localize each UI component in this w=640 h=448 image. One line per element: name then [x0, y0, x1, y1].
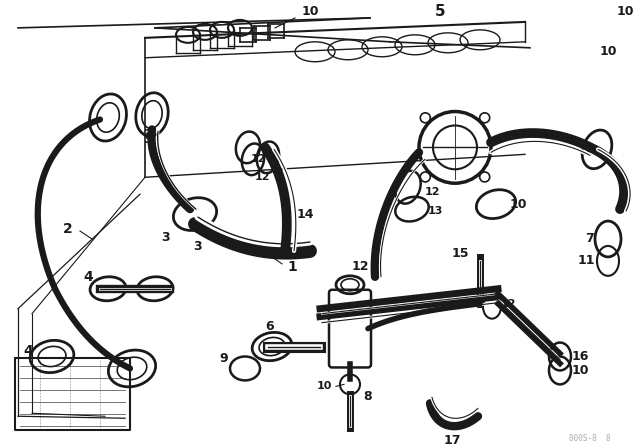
Text: 10: 10 — [509, 198, 527, 211]
Text: 3: 3 — [144, 133, 152, 146]
Text: 7: 7 — [586, 233, 595, 246]
Text: 3: 3 — [144, 128, 152, 141]
Text: 16: 16 — [572, 350, 589, 363]
Text: 12: 12 — [500, 299, 516, 309]
Text: 3: 3 — [161, 231, 170, 244]
Text: 12: 12 — [254, 172, 269, 182]
Text: 15: 15 — [451, 247, 468, 260]
Text: 9: 9 — [220, 352, 228, 365]
Text: 2: 2 — [63, 222, 73, 236]
Text: 12: 12 — [250, 154, 266, 164]
Text: 13: 13 — [428, 206, 443, 216]
Text: 8: 8 — [364, 390, 372, 403]
Text: 17: 17 — [444, 434, 461, 447]
Text: 14: 14 — [296, 207, 314, 220]
Text: 4: 4 — [83, 270, 93, 284]
Text: 3: 3 — [194, 241, 202, 254]
Text: 1: 1 — [287, 260, 297, 274]
Text: 6: 6 — [266, 320, 275, 333]
Text: 12: 12 — [424, 187, 440, 197]
Text: 12: 12 — [351, 260, 369, 273]
Text: 10: 10 — [572, 364, 589, 377]
Text: 10: 10 — [599, 45, 617, 58]
Text: 10: 10 — [317, 381, 332, 392]
Text: 5: 5 — [435, 4, 445, 19]
Text: 4: 4 — [23, 344, 33, 358]
Text: 10: 10 — [301, 5, 319, 18]
Text: 000S-8  8: 000S-8 8 — [569, 434, 611, 443]
Text: 10: 10 — [616, 5, 634, 18]
Text: 11: 11 — [577, 254, 595, 267]
